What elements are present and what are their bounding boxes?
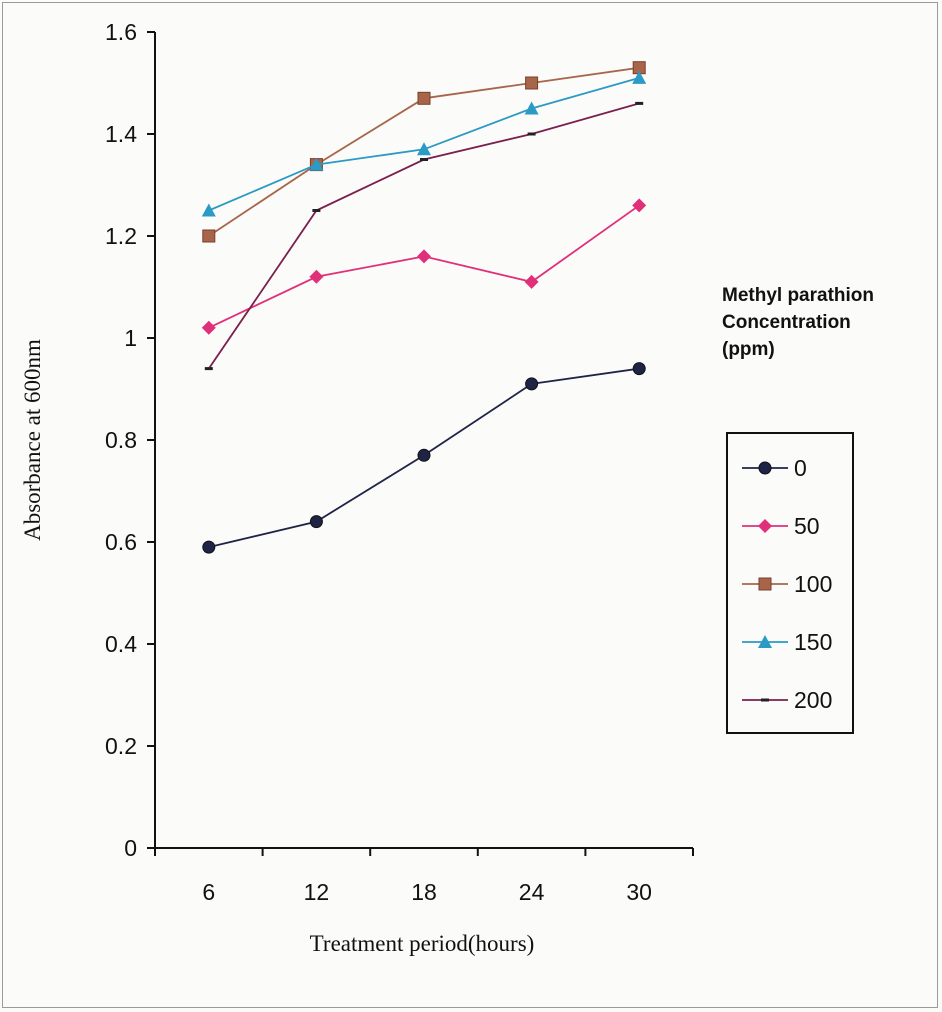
data-point-square: [202, 229, 216, 243]
y-tick-label: 0: [124, 835, 137, 861]
x-tick-label: 6: [202, 879, 215, 905]
series-150: [201, 70, 647, 217]
data-point-diamond: [309, 269, 324, 284]
legend-box: [726, 432, 854, 734]
series-200: [204, 101, 644, 371]
data-point-square: [758, 577, 772, 591]
data-point-circle: [758, 461, 772, 475]
legend-label: 100: [794, 571, 832, 597]
series-50: [201, 198, 647, 335]
y-tick-label: 0.4: [105, 631, 137, 657]
data-point-triangle: [417, 142, 431, 156]
data-point-dash: [527, 132, 536, 136]
data-point-dash: [420, 158, 428, 161]
legend-item-200: 200: [742, 687, 832, 713]
y-tick-label: 1.4: [105, 121, 137, 147]
data-point-dash: [635, 101, 644, 105]
data-point-dash: [312, 209, 321, 212]
data-point-triangle: [524, 101, 539, 115]
y-tick-label: 0.2: [105, 733, 137, 759]
data-point-circle: [632, 362, 646, 376]
y-tick-label: 1.2: [105, 223, 137, 249]
y-tick-label: 0.8: [105, 427, 137, 453]
x-tick-label: 18: [411, 879, 437, 905]
data-point-circle: [417, 448, 431, 462]
legend-title: Methyl parathion Concentration (ppm): [722, 285, 875, 360]
data-point-diamond: [201, 320, 216, 335]
series-0: [202, 362, 646, 554]
legend-item-100: 100: [742, 571, 832, 597]
y-axis-label: Absorbance at 600nm: [20, 339, 45, 541]
legend-label: 0: [794, 455, 807, 481]
data-point-diamond: [417, 249, 431, 264]
data-point-circle: [202, 540, 216, 554]
x-tick-label: 24: [519, 879, 545, 905]
legend-item-50: 50: [742, 513, 820, 539]
legend-label: 50: [794, 513, 820, 539]
data-point-square: [525, 76, 539, 90]
data-point-circle: [309, 515, 323, 529]
data-point-diamond: [632, 198, 647, 213]
y-tick-label: 1: [124, 325, 137, 351]
data-point-diamond: [758, 519, 772, 533]
y-tick-label: 0.6: [105, 529, 137, 555]
data-point-triangle: [758, 635, 772, 648]
x-tick-label: 30: [626, 879, 652, 905]
data-point-square: [417, 91, 431, 105]
legend-item-150: 150: [742, 629, 832, 655]
data-point-triangle: [632, 70, 647, 84]
legend-label: 150: [794, 629, 832, 655]
data-point-circle: [525, 377, 539, 391]
y-tick-label: 1.6: [105, 19, 137, 45]
x-axis-label: Treatment period(hours): [310, 931, 535, 956]
data-point-dash: [204, 367, 213, 371]
x-tick-label: 12: [304, 879, 330, 905]
legend-item-0: 0: [742, 455, 807, 481]
data-point-diamond: [524, 274, 539, 289]
data-point-dash: [761, 698, 769, 702]
data-point-triangle: [201, 203, 216, 217]
legend-label: 200: [794, 687, 832, 713]
data-point-triangle: [309, 157, 324, 171]
series-line: [208, 204, 640, 329]
